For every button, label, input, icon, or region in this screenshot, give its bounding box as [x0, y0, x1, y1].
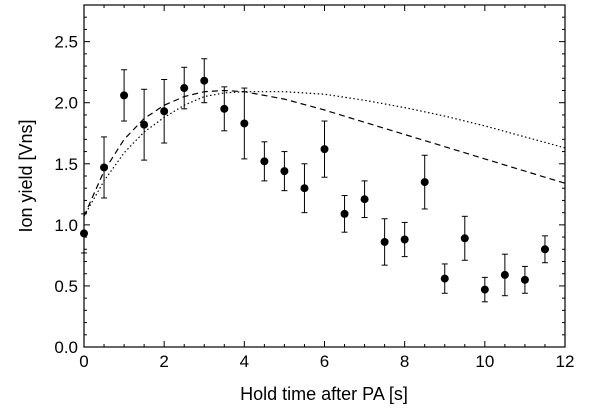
y-tick-labels: 0.0 0.5 1.0 1.5 2.0 2.5 — [54, 33, 78, 357]
data-point — [500, 270, 509, 279]
x-tick-label: 4 — [240, 352, 249, 371]
x-tick-label: 2 — [159, 352, 168, 371]
y-tick-label: 0.0 — [54, 338, 78, 357]
data-point — [360, 195, 369, 204]
data-point — [540, 245, 549, 254]
data-point — [180, 84, 189, 93]
data-point — [140, 120, 149, 129]
data-point — [100, 163, 109, 172]
data-point — [340, 209, 349, 218]
y-tick-label: 2.5 — [54, 33, 78, 52]
x-axis-title: Hold time after PA [s] — [240, 384, 408, 404]
data-point — [420, 178, 429, 187]
data-point — [300, 184, 309, 193]
data-point — [200, 76, 209, 85]
x-tick-label: 12 — [556, 352, 575, 371]
y-tick-label: 0.5 — [54, 277, 78, 296]
data-point — [440, 274, 449, 283]
data-point — [380, 237, 389, 246]
y-tick-label: 2.0 — [54, 94, 78, 113]
data-point — [160, 107, 169, 116]
data-points — [80, 58, 549, 303]
data-point — [460, 234, 469, 243]
y-tick-label: 1.5 — [54, 155, 78, 174]
data-point — [400, 235, 409, 244]
data-point — [520, 275, 529, 284]
data-point — [220, 104, 229, 113]
x-tick-label: 10 — [475, 352, 494, 371]
data-point — [320, 145, 329, 154]
data-point — [80, 229, 88, 238]
x-tick-labels: 0 2 4 6 8 10 12 — [79, 352, 574, 371]
y-axis-title: Ion yield [Vns] — [16, 119, 36, 232]
data-point — [280, 167, 289, 176]
data-point — [480, 285, 489, 294]
data-point — [260, 157, 269, 166]
data-point — [240, 119, 249, 128]
x-tick-label: 8 — [400, 352, 409, 371]
x-tick-label: 0 — [79, 352, 88, 371]
x-tick-label: 6 — [320, 352, 329, 371]
axis-ticks — [83, 4, 566, 348]
data-point — [120, 91, 129, 100]
y-tick-label: 1.0 — [54, 216, 78, 235]
